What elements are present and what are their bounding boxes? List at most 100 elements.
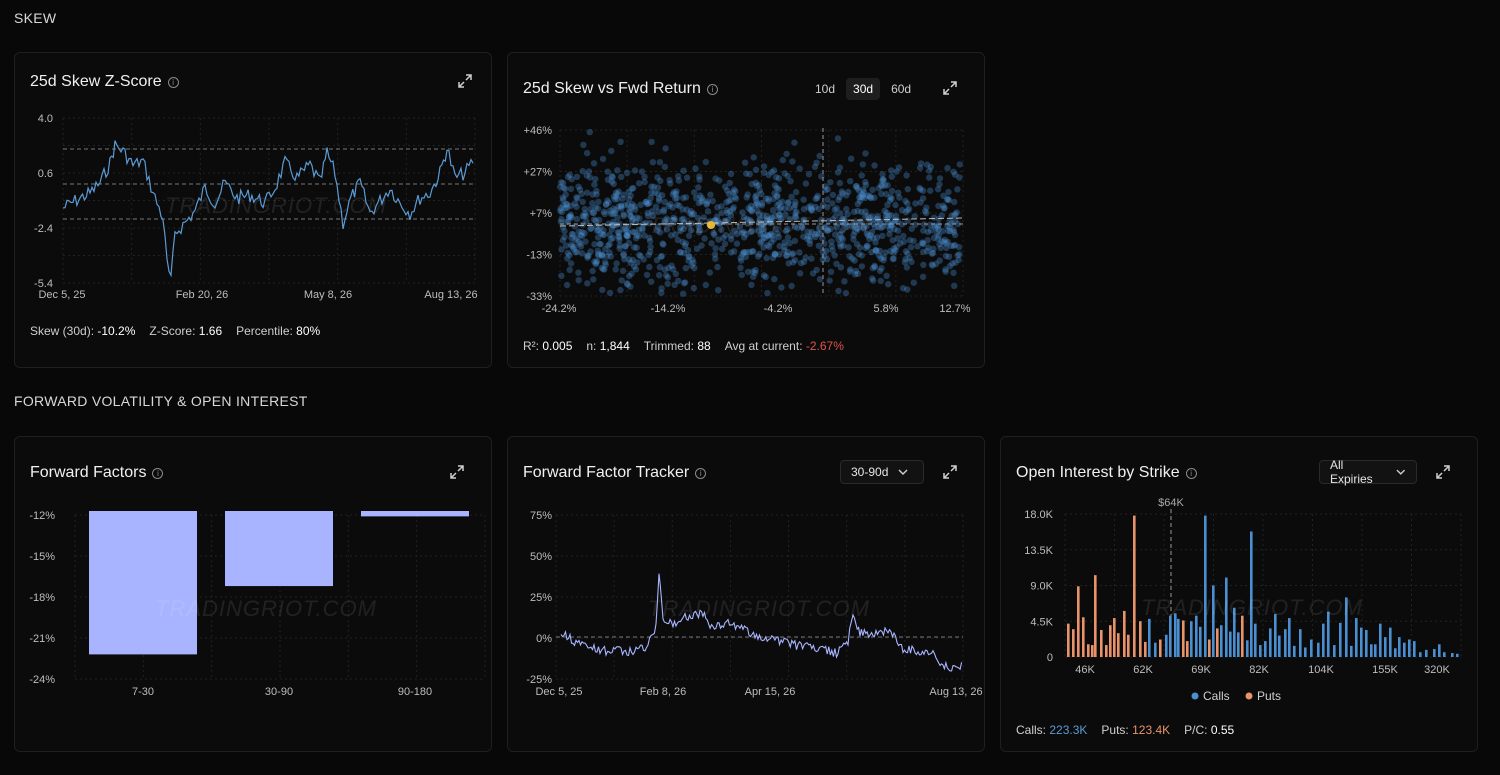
expand-icon[interactable]	[457, 73, 473, 89]
scatter-point	[944, 196, 951, 203]
zscore-title: 25d Skew Z-Score	[30, 73, 162, 90]
puts-legend-label: Puts	[1257, 689, 1281, 703]
y-tick-label: 13.5K	[1024, 545, 1053, 557]
scatter-point	[636, 180, 643, 187]
scatter-point	[702, 158, 709, 166]
scatter-point	[566, 251, 573, 259]
scatter-point	[932, 260, 940, 268]
scatter-point	[837, 264, 845, 271]
expand-icon[interactable]	[1435, 464, 1451, 480]
scatter-point	[739, 250, 746, 258]
scatter-point	[625, 229, 632, 236]
scatter-point	[789, 250, 797, 257]
scatter-point	[759, 212, 767, 219]
scatter-point	[754, 201, 762, 209]
puts-bar	[1113, 618, 1116, 657]
scatter-point	[656, 272, 663, 279]
expand-icon[interactable]	[942, 464, 958, 480]
scatter-point	[860, 224, 867, 231]
scatter-point	[754, 207, 761, 214]
scatter-point	[682, 240, 690, 247]
scatter-point	[853, 225, 861, 233]
scatter-point	[559, 237, 567, 244]
scatter-point	[672, 190, 680, 198]
scatter-point	[862, 181, 870, 189]
calls-bar	[1443, 652, 1446, 657]
scatter-point	[560, 184, 567, 192]
scatter-point	[578, 250, 586, 257]
scatter-point	[800, 218, 807, 225]
info-icon[interactable]: i	[706, 83, 718, 95]
scatter-point	[726, 179, 733, 187]
scatter-point	[680, 225, 687, 232]
tab-60d[interactable]: 60d	[891, 82, 912, 96]
scatter-point	[762, 234, 769, 242]
scatter-point	[648, 189, 655, 196]
calls-bar	[1169, 615, 1172, 657]
tab-10d[interactable]: 10d	[815, 82, 836, 96]
scatter-point	[836, 164, 844, 171]
expiry-select-value: All Expiries	[1330, 458, 1373, 486]
scatter-point	[829, 191, 837, 199]
info-icon[interactable]: i	[167, 76, 179, 88]
tenor-select[interactable]: 30-90d	[840, 460, 924, 484]
expand-icon[interactable]	[942, 80, 958, 96]
scatter-point	[600, 208, 608, 215]
scatter-point	[580, 141, 587, 149]
scatter-point	[779, 198, 786, 205]
scatter-point	[668, 232, 675, 239]
scatter-point	[807, 206, 815, 214]
scatter-point	[695, 229, 703, 236]
scatter-point	[886, 226, 894, 233]
info-icon[interactable]: i	[1185, 467, 1197, 479]
scatter-point	[703, 200, 711, 207]
scatter-point	[912, 200, 919, 207]
info-icon[interactable]: i	[152, 467, 164, 479]
scatter-point	[899, 285, 907, 292]
scatter-point	[641, 173, 648, 181]
scatter-point	[738, 229, 746, 236]
scatter-point	[752, 179, 759, 186]
scatter-point	[579, 198, 586, 206]
scatter-point	[654, 227, 661, 234]
scatter-point	[712, 255, 719, 262]
scatter-point	[565, 213, 573, 221]
scatter-point	[838, 188, 846, 195]
scatter-point	[602, 201, 610, 208]
expiry-select[interactable]: All Expiries	[1319, 458, 1417, 486]
scatter-point	[942, 268, 949, 275]
scatter-point	[827, 225, 834, 233]
expand-icon[interactable]	[449, 464, 465, 480]
info-icon[interactable]: i	[695, 467, 707, 479]
scatter-point	[841, 219, 849, 227]
scatter-point	[811, 230, 818, 238]
scatter-point	[774, 230, 781, 237]
scatter-point	[920, 261, 927, 268]
scatter-point	[877, 255, 885, 262]
scatter-point	[919, 239, 926, 246]
scatter-point	[648, 278, 655, 285]
scatter-point	[659, 240, 666, 247]
scatter-point	[558, 179, 565, 186]
scatter-point	[744, 191, 751, 198]
x-tick-label: Dec 5, 25	[38, 289, 85, 301]
scatter-point	[758, 199, 766, 207]
scatter-point	[586, 174, 594, 181]
tab-30d[interactable]: 30d	[846, 78, 881, 100]
scatter-point	[645, 251, 652, 259]
scatter-point	[776, 242, 783, 250]
scatter-point	[792, 210, 799, 217]
scatter-point	[605, 242, 612, 249]
scatter-point	[624, 201, 632, 208]
calls-bar	[1250, 531, 1253, 657]
scatter-point	[819, 235, 826, 242]
scatter-point	[924, 237, 931, 244]
scatter-point	[640, 256, 647, 263]
puts-bar	[1109, 625, 1112, 657]
scatter-point	[808, 205, 815, 212]
scatter-point	[950, 242, 957, 249]
scatter-point	[837, 210, 844, 217]
scatter-point	[953, 209, 960, 216]
scatter-point	[579, 213, 586, 220]
calls-bar	[1269, 628, 1272, 657]
